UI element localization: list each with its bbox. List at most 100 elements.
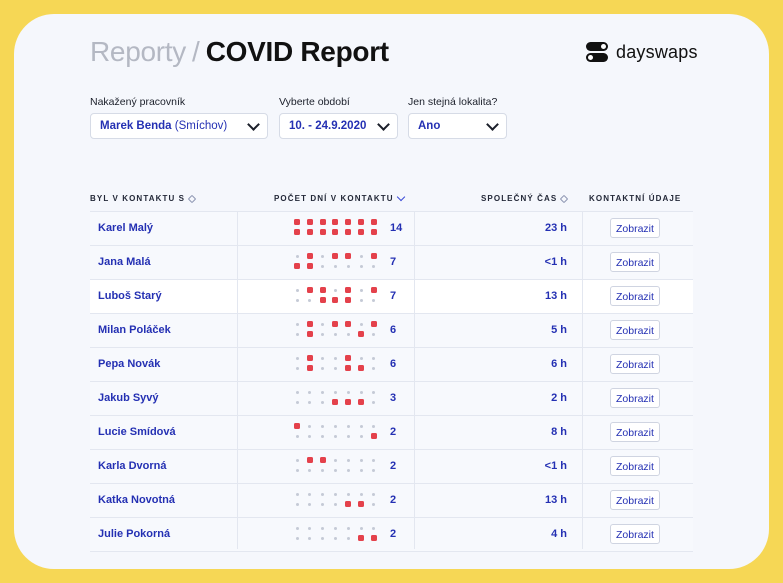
contact-name[interactable]: Karel Malý (98, 222, 154, 234)
no-contact-day-marker (320, 491, 326, 497)
no-contact-day-marker (345, 433, 351, 439)
shared-time: 4 h (551, 528, 567, 540)
table-row: Milan Poláček 6 5 h Zobrazit (90, 313, 693, 347)
period-select-value: 10. - 24.9.2020 (289, 120, 367, 132)
no-contact-day-marker (332, 457, 338, 463)
no-contact-day-marker (332, 491, 338, 497)
contact-name[interactable]: Katka Novotná (98, 494, 176, 506)
shared-time: 5 h (551, 324, 567, 336)
no-contact-day-marker (294, 355, 300, 361)
contact-days-grid (294, 491, 378, 513)
contact-day-marker (332, 399, 339, 405)
contact-name[interactable]: Pepa Novák (98, 358, 161, 370)
table-row: Katka Novotná 2 13 h Zobrazit (90, 483, 693, 517)
no-contact-day-marker (307, 501, 313, 507)
no-contact-day-marker (294, 287, 300, 293)
sort-icon (560, 194, 569, 203)
shared-time: 6 h (551, 358, 567, 370)
no-contact-day-marker (332, 287, 338, 293)
contact-name[interactable]: Milan Poláček (98, 324, 171, 336)
column-header-time-label: SPOLEČNÝ ČAS (481, 194, 558, 203)
no-contact-day-marker (358, 457, 364, 463)
no-contact-day-marker (358, 525, 364, 531)
contact-day-marker (370, 433, 377, 439)
show-contact-button[interactable]: Zobrazit (610, 524, 660, 544)
contact-day-marker (345, 287, 352, 293)
contact-days-count: 2 (390, 528, 397, 540)
logo-text: dayswaps (616, 41, 698, 62)
show-contact-button[interactable]: Zobrazit (610, 286, 660, 306)
report-card: Reporty / COVID Report dayswaps Nakažený p… (14, 14, 769, 569)
contact-name[interactable]: Lucie Smídová (98, 426, 176, 438)
contact-day-marker (306, 219, 313, 225)
no-contact-day-marker (332, 365, 338, 371)
contact-name[interactable]: Jana Malá (98, 256, 151, 268)
contact-day-marker (319, 297, 326, 303)
no-contact-day-marker (358, 253, 364, 259)
show-contact-button[interactable]: Zobrazit (610, 252, 660, 272)
no-contact-day-marker (307, 423, 313, 429)
no-contact-day-marker (307, 433, 313, 439)
table-row: Karla Dvorná 2 <1 h Zobrazit (90, 449, 693, 483)
shared-time: 13 h (544, 290, 567, 302)
show-contact-button[interactable]: Zobrazit (610, 218, 660, 238)
contact-name[interactable]: Jakub Syvý (98, 392, 159, 404)
table-row: Jana Malá 7 <1 h Zobrazit (90, 245, 693, 279)
no-contact-day-marker (345, 491, 351, 497)
shared-time: <1 h (544, 460, 567, 472)
no-contact-day-marker (345, 263, 351, 269)
no-contact-day-marker (320, 321, 326, 327)
contact-day-marker (345, 399, 352, 405)
show-contact-button[interactable]: Zobrazit (610, 354, 660, 374)
contact-name[interactable]: Karla Dvorná (98, 460, 167, 472)
no-contact-day-marker (320, 389, 326, 395)
contact-name[interactable]: Julie Pokorná (98, 528, 171, 540)
filter-period-label: Vyberte období (279, 96, 350, 108)
same-location-select-value: Ano (418, 120, 441, 132)
show-contact-button[interactable]: Zobrazit (610, 320, 660, 340)
employee-select[interactable]: Marek Benda (Smíchov) (90, 113, 268, 139)
contact-day-marker (358, 365, 364, 371)
no-contact-day-marker (358, 433, 364, 439)
contact-day-marker (345, 355, 352, 361)
column-header-days[interactable]: POČET DNÍ V KONTAKTU (274, 192, 405, 203)
column-header-time[interactable]: SPOLEČNÝ ČAS (481, 194, 569, 203)
show-contact-button[interactable]: Zobrazit (610, 490, 660, 510)
no-contact-day-marker (320, 535, 326, 541)
no-contact-day-marker (371, 389, 377, 395)
contact-name[interactable]: Luboš Starý (98, 290, 162, 302)
contact-day-marker (306, 229, 313, 235)
no-contact-day-marker (332, 355, 338, 361)
no-contact-day-marker (358, 423, 364, 429)
no-contact-day-marker (332, 423, 338, 429)
shared-time: 2 h (551, 392, 567, 404)
column-header-contact[interactable]: BYL V KONTAKTU S (90, 194, 197, 203)
no-contact-day-marker (345, 389, 351, 395)
contact-day-marker (370, 535, 377, 541)
table-row: Julie Pokorná 2 4 h Zobrazit (90, 517, 693, 552)
show-contact-button[interactable]: Zobrazit (610, 422, 660, 442)
breadcrumb-reporty[interactable]: Reporty (90, 36, 186, 67)
no-contact-day-marker (294, 253, 300, 259)
no-contact-day-marker (294, 399, 300, 405)
no-contact-day-marker (307, 535, 313, 541)
same-location-select[interactable]: Ano (408, 113, 507, 139)
toggle-logo-icon (586, 41, 608, 63)
show-contact-button[interactable]: Zobrazit (610, 456, 660, 476)
filter-same-location-label: Jen stejná lokalita? (408, 96, 498, 108)
contact-day-marker (306, 365, 313, 371)
contact-day-marker (370, 287, 377, 293)
table-row: Lucie Smídová 2 8 h Zobrazit (90, 415, 693, 449)
dayswaps-logo: dayswaps (586, 41, 698, 63)
contact-table: Karel Malý 14 23 h Zobrazit Jana Malá 7 <1 h Zo… (90, 211, 693, 552)
contact-day-marker (332, 219, 339, 225)
period-select[interactable]: 10. - 24.9.2020 (279, 113, 398, 139)
contact-days-count: 7 (390, 256, 397, 268)
no-contact-day-marker (307, 297, 313, 303)
sort-icon (187, 194, 197, 203)
contact-day-marker (345, 229, 352, 235)
no-contact-day-marker (332, 389, 338, 395)
page-title: Reporty / COVID Report (90, 36, 389, 68)
chevron-down-icon (486, 117, 499, 131)
show-contact-button[interactable]: Zobrazit (610, 388, 660, 408)
